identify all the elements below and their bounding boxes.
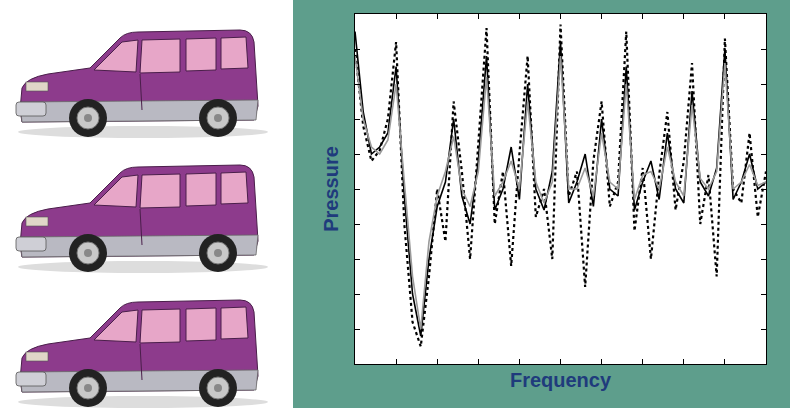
svg-text:Frequency: Frequency <box>510 369 612 391</box>
svg-text:Pressure: Pressure <box>320 146 342 232</box>
